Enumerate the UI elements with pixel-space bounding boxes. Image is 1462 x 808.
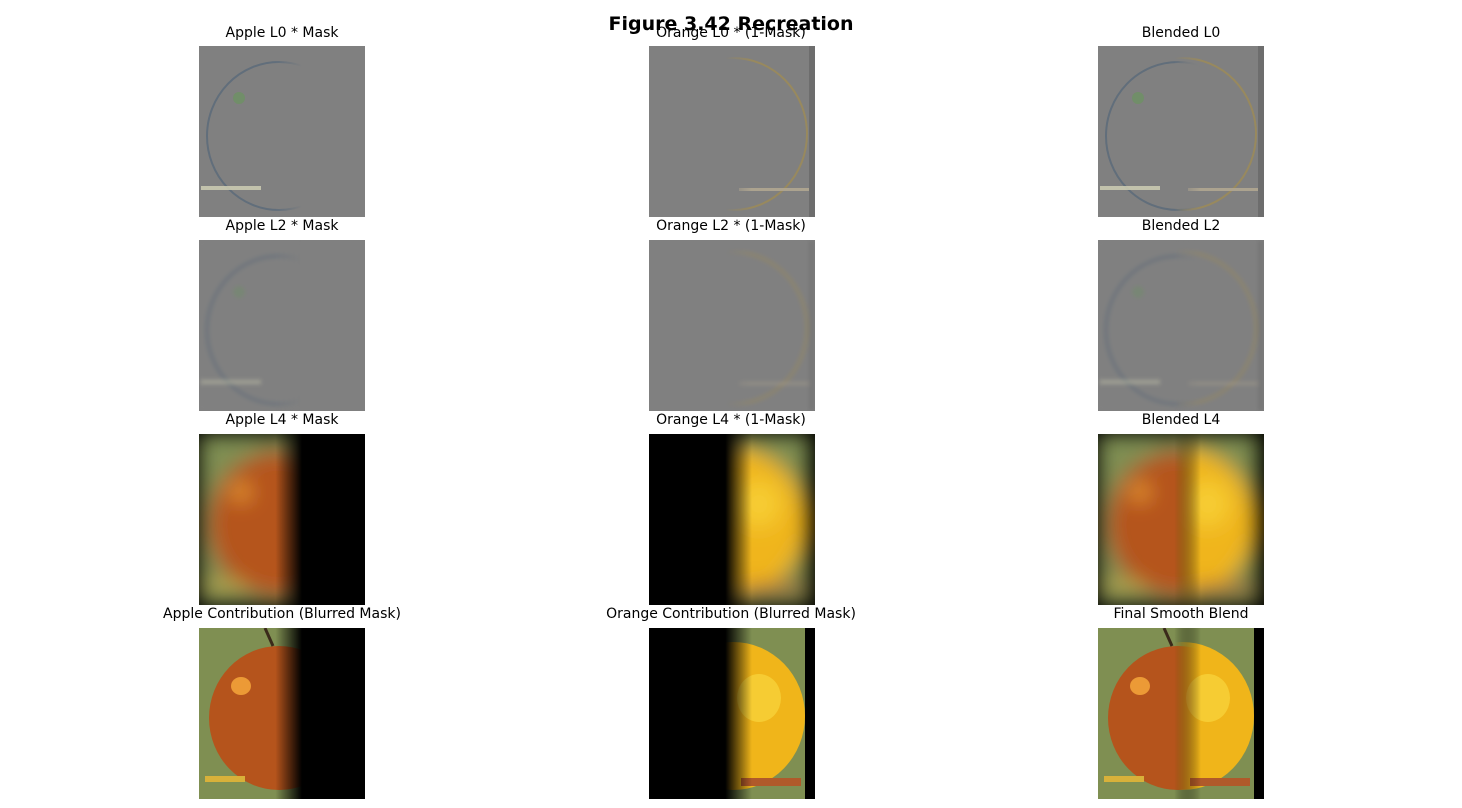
panel-caption: Apple L0 * Mask [225, 25, 339, 41]
panel-caption: Final Smooth Blend [1113, 606, 1249, 622]
image-panel-lap-apple [199, 46, 365, 217]
figure-title: Figure 3.42 Recreation [608, 13, 854, 35]
panel-caption: Apple Contribution (Blurred Mask) [163, 606, 401, 622]
image-panel-lap-orange [649, 240, 815, 411]
image-panel-lap-apple [199, 240, 365, 411]
panel-caption: Blended L4 [1141, 412, 1221, 428]
panel-caption: Orange L0 * (1-Mask) [656, 25, 806, 41]
panel-caption: Orange Contribution (Blurred Mask) [606, 606, 856, 622]
image-panel-full-blend [1098, 628, 1264, 799]
image-panel-blur-apple [199, 434, 365, 605]
image-panel-lap-orange [649, 46, 815, 217]
panel-caption: Orange L2 * (1-Mask) [656, 218, 806, 234]
image-panel-lap-blend [1098, 46, 1264, 217]
image-panel-blur-blend [1098, 434, 1264, 605]
panel-caption: Blended L2 [1141, 218, 1221, 234]
panel-caption: Apple L4 * Mask [225, 412, 339, 428]
image-panel-full-orange [649, 628, 815, 799]
panel-caption: Blended L0 [1141, 25, 1221, 41]
image-panel-lap-blend [1098, 240, 1264, 411]
image-panel-blur-orange [649, 434, 815, 605]
panel-caption: Apple L2 * Mask [225, 218, 339, 234]
panel-caption: Orange L4 * (1-Mask) [656, 412, 806, 428]
image-panel-full-apple [199, 628, 365, 799]
